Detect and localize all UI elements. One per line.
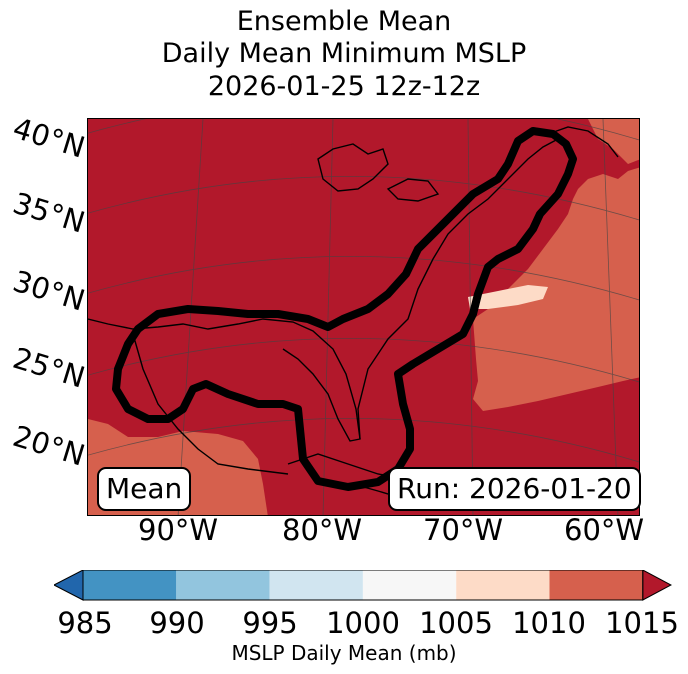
title-line-3: 2026-01-25 12z-12z bbox=[207, 71, 481, 102]
title-line-2: Daily Mean Minimum MSLP bbox=[161, 38, 527, 69]
field-atlantic-lower bbox=[473, 167, 639, 411]
colorbar-bin-985-990 bbox=[83, 570, 177, 600]
colorbar-tick-1000: 1000 bbox=[326, 606, 400, 640]
lat-label-25n: 25°N bbox=[9, 340, 89, 395]
lon-label-70w: 70°W bbox=[423, 513, 504, 547]
map-panel bbox=[87, 118, 640, 516]
colorbar bbox=[54, 570, 672, 601]
lat-label-30n: 30°N bbox=[9, 263, 89, 318]
map-svg bbox=[88, 119, 639, 515]
colorbar-bin-1005-1010 bbox=[456, 570, 550, 600]
lon-label-80w: 80°W bbox=[282, 513, 363, 547]
run-date-box: Run: 2026-01-20 bbox=[388, 467, 641, 511]
mean-label-box: Mean bbox=[97, 467, 192, 511]
lat-label-35n: 35°N bbox=[9, 185, 89, 240]
colorbar-outline bbox=[82, 570, 644, 601]
colorbar-label: MSLP Daily Mean (mb) bbox=[231, 641, 457, 665]
field-light-patch bbox=[468, 285, 548, 309]
colorbar-tick-985: 985 bbox=[57, 606, 113, 640]
colorbar-under-arrow bbox=[54, 570, 84, 601]
lon-label-90w: 90°W bbox=[138, 513, 219, 547]
field-ne-corner bbox=[588, 119, 639, 164]
colorbar-bin-1000-1005 bbox=[362, 570, 457, 600]
lon-label-60w: 60°W bbox=[564, 513, 645, 547]
colorbar-tick-1010: 1010 bbox=[512, 606, 586, 640]
colorbar-bin-995-1000 bbox=[269, 570, 363, 600]
colorbar-bin-1010-1015 bbox=[549, 570, 643, 600]
colorbar-tick-1015: 1015 bbox=[605, 606, 679, 640]
lat-label-40n: 40°N bbox=[9, 110, 89, 165]
colorbar-bin-990-995 bbox=[176, 570, 270, 600]
colorbar-tick-1005: 1005 bbox=[419, 606, 493, 640]
title-line-1: Ensemble Mean bbox=[236, 6, 452, 37]
colorbar-over-arrow bbox=[642, 570, 672, 601]
colorbar-tick-995: 995 bbox=[242, 606, 298, 640]
lat-label-20n: 20°N bbox=[9, 418, 89, 473]
colorbar-tick-990: 990 bbox=[149, 606, 205, 640]
pressure-contour bbox=[112, 127, 577, 491]
